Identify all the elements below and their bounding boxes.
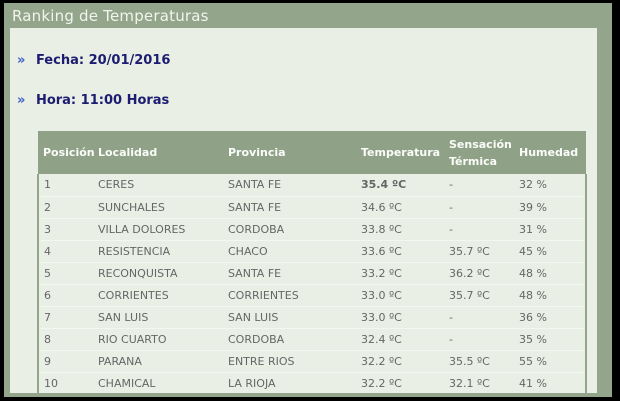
cell-posicion: 7: [37, 306, 93, 329]
table-row: 6 CORRIENTES CORRIENTES 33.0 ºC 35.7 ºC …: [37, 284, 587, 307]
cell-sensacion: -: [444, 328, 514, 351]
page-title-text: Ranking de Temperaturas: [12, 6, 209, 25]
table-row: 1 CERES SANTA FE 35.4 ºC - 32 %: [37, 174, 587, 197]
col-header-humedad: Humedad: [514, 131, 586, 174]
cell-localidad: CERES: [93, 174, 223, 197]
fecha-line: » Fecha: 20/01/2016: [10, 53, 597, 68]
cell-humedad: 36 %: [514, 306, 587, 329]
table-row: 3 VILLA DOLORES CORDOBA 33.8 ºC - 31 %: [37, 218, 587, 241]
chevrons-icon: »: [17, 93, 26, 108]
cell-provincia: CORDOBA: [223, 218, 356, 241]
cell-posicion: 10: [37, 372, 93, 393]
cell-temperatura: 32.2 ºC: [356, 372, 444, 393]
cell-sensacion: 32.1 ºC: [444, 372, 514, 393]
cell-humedad: 31 %: [514, 218, 587, 241]
cell-sensacion: -: [444, 196, 514, 219]
hora-line: » Hora: 11:00 Horas: [10, 93, 597, 108]
cell-sensacion: -: [444, 174, 514, 197]
table-row: 7 SAN LUIS SAN LUIS 33.0 ºC - 36 %: [37, 306, 587, 329]
cell-provincia: CHACO: [223, 240, 356, 263]
cell-localidad: CORRIENTES: [93, 284, 223, 307]
cell-temperatura: 35.4 ºC: [356, 174, 444, 197]
cell-provincia: SANTA FE: [223, 262, 356, 285]
cell-posicion: 8: [37, 328, 93, 351]
cell-temperatura: 33.8 ºC: [356, 218, 444, 241]
cell-localidad: RIO CUARTO: [93, 328, 223, 351]
cell-sensacion: 35.7 ºC: [444, 284, 514, 307]
cell-provincia: SAN LUIS: [223, 306, 356, 329]
cell-temperatura: 33.0 ºC: [356, 306, 444, 329]
table-row: 9 PARANA ENTRE RIOS 32.2 ºC 35.5 ºC 55 %: [37, 350, 587, 373]
cell-humedad: 55 %: [514, 350, 587, 373]
page-title: Ranking de Temperaturas: [4, 3, 612, 28]
cell-posicion: 1: [37, 174, 93, 197]
cell-provincia: CORRIENTES: [223, 284, 356, 307]
cell-humedad: 41 %: [514, 372, 587, 393]
table-row: 4 RESISTENCIA CHACO 33.6 ºC 35.7 ºC 45 %: [37, 240, 587, 263]
cell-temperatura: 32.4 ºC: [356, 328, 444, 351]
cell-localidad: RECONQUISTA: [93, 262, 223, 285]
table-row: 5 RECONQUISTA SANTA FE 33.2 ºC 36.2 ºC 4…: [37, 262, 587, 285]
cell-temperatura: 33.2 ºC: [356, 262, 444, 285]
cell-posicion: 9: [37, 350, 93, 373]
temperature-ranking-table: Posición Localidad Provincia Temperatura…: [37, 131, 587, 393]
cell-posicion: 6: [37, 284, 93, 307]
cell-temperatura: 34.6 ºC: [356, 196, 444, 219]
table-row: 10 CHAMICAL LA RIOJA 32.2 ºC 32.1 ºC 41 …: [37, 372, 587, 393]
hora-text: Hora: 11:00 Horas: [35, 93, 170, 108]
cell-provincia: CORDOBA: [223, 328, 356, 351]
cell-humedad: 39 %: [514, 196, 587, 219]
cell-localidad: RESISTENCIA: [93, 240, 223, 263]
cell-humedad: 32 %: [514, 174, 587, 197]
col-header-temperatura: Temperatura: [356, 131, 444, 174]
cell-localidad: SUNCHALES: [93, 196, 223, 219]
cell-provincia: LA RIOJA: [223, 372, 356, 393]
page-background: Ranking de Temperaturas » Fecha: 20/01/2…: [4, 3, 612, 397]
table-body: 1 CERES SANTA FE 35.4 ºC - 32 % 2 SUNCHA…: [37, 174, 587, 393]
cell-sensacion: 35.5 ºC: [444, 350, 514, 373]
cell-humedad: 45 %: [514, 240, 587, 263]
cell-temperatura: 33.0 ºC: [356, 284, 444, 307]
cell-posicion: 2: [37, 196, 93, 219]
cell-posicion: 5: [37, 262, 93, 285]
cell-sensacion: 35.7 ºC: [444, 240, 514, 263]
cell-humedad: 35 %: [514, 328, 587, 351]
cell-localidad: CHAMICAL: [93, 372, 223, 393]
table-header-row: Posición Localidad Provincia Temperatura…: [38, 131, 586, 174]
table-row: 2 SUNCHALES SANTA FE 34.6 ºC - 39 %: [37, 196, 587, 219]
chevrons-icon: »: [17, 53, 26, 68]
cell-sensacion: 36.2 ºC: [444, 262, 514, 285]
cell-posicion: 4: [37, 240, 93, 263]
cell-sensacion: -: [444, 218, 514, 241]
fecha-text: Fecha: 20/01/2016: [35, 53, 171, 68]
cell-temperatura: 32.2 ºC: [356, 350, 444, 373]
col-header-provincia: Provincia: [223, 131, 356, 174]
cell-localidad: VILLA DOLORES: [93, 218, 223, 241]
table-header: Posición Localidad Provincia Temperatura…: [38, 131, 586, 174]
cell-posicion: 3: [37, 218, 93, 241]
content-panel: » Fecha: 20/01/2016 » Hora: 11:00 Horas …: [10, 28, 597, 393]
col-header-localidad: Localidad: [93, 131, 223, 174]
cell-provincia: SANTA FE: [223, 196, 356, 219]
cell-humedad: 48 %: [514, 262, 587, 285]
table-row: 8 RIO CUARTO CORDOBA 32.4 ºC - 35 %: [37, 328, 587, 351]
cell-provincia: SANTA FE: [223, 174, 356, 197]
cell-localidad: SAN LUIS: [93, 306, 223, 329]
cell-sensacion: -: [444, 306, 514, 329]
cell-provincia: ENTRE RIOS: [223, 350, 356, 373]
col-header-sensacion: Sensación Térmica: [444, 131, 514, 174]
cell-temperatura: 33.6 ºC: [356, 240, 444, 263]
cell-localidad: PARANA: [93, 350, 223, 373]
col-header-posicion: Posición: [38, 131, 95, 174]
cell-humedad: 48 %: [514, 284, 587, 307]
